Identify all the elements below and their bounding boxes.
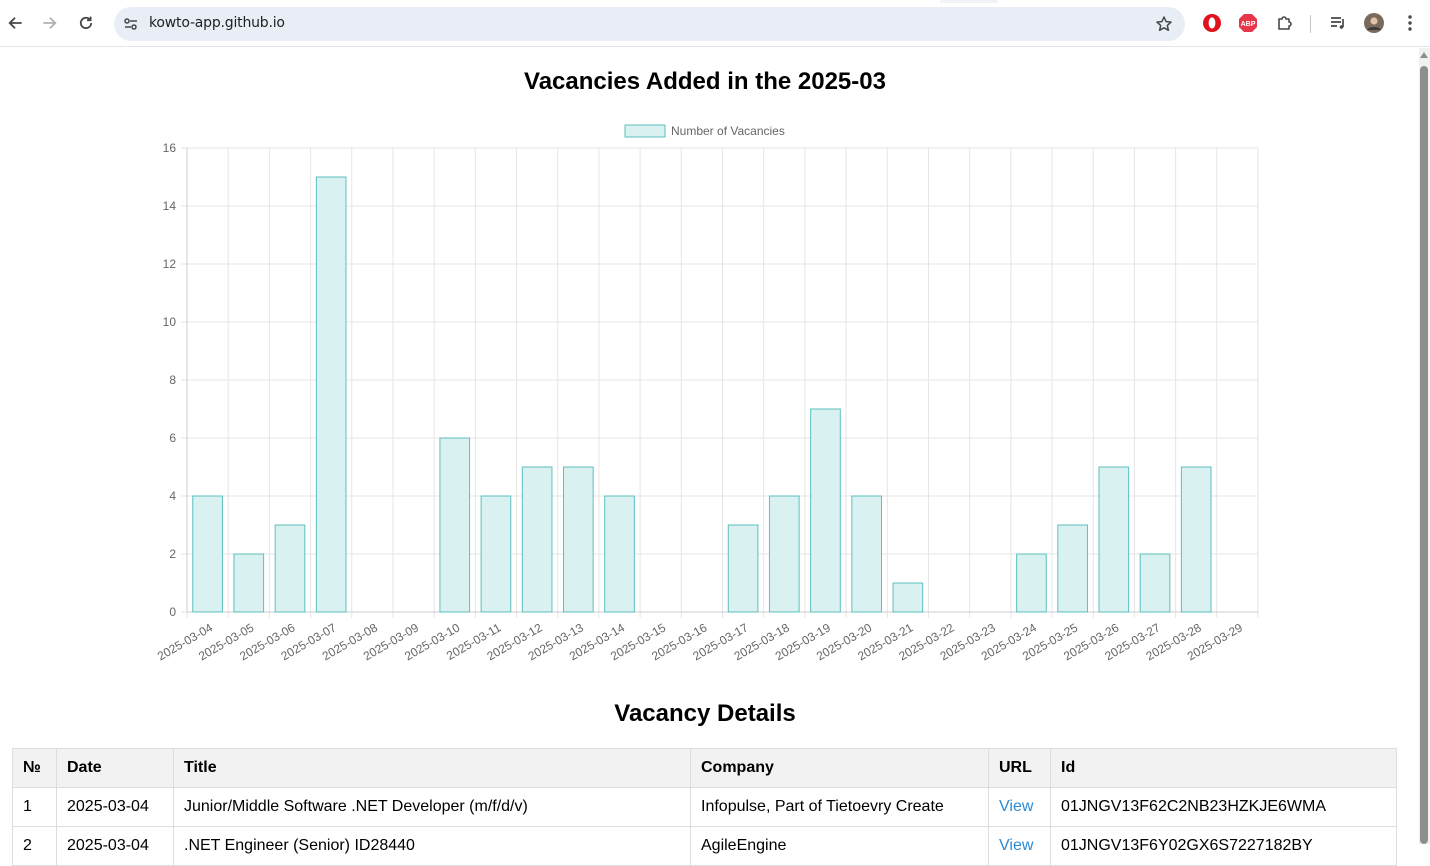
bar (1139, 553, 1171, 613)
page-content: Vacancies Added in the 2025-03 0 2 4 6 8 10 12… (0, 48, 1419, 866)
y-tick-label: 0 (169, 605, 176, 619)
y-tick-label: 12 (163, 257, 177, 271)
cell-company: AgileEngine (690, 826, 989, 866)
scrollbar-thumb[interactable] (1420, 66, 1428, 844)
bar (810, 408, 841, 613)
y-tick-label: 2 (169, 547, 176, 561)
y-tick-label: 6 (169, 431, 176, 445)
bar (562, 466, 594, 613)
profile-avatar[interactable] (1364, 13, 1384, 33)
bar (521, 466, 553, 613)
bar (1098, 466, 1130, 613)
details-title: Vacancy Details (614, 700, 796, 727)
browser-toolbar: kowto-app.github.io ABP (0, 0, 1430, 47)
bookmark-star-icon[interactable] (1155, 15, 1173, 33)
reload-button[interactable] (72, 9, 100, 37)
bar (1016, 553, 1047, 613)
header-id: Id (1050, 748, 1397, 788)
toolbar-separator (1310, 15, 1311, 33)
reload-icon (79, 16, 93, 30)
cell-number: 2 (12, 826, 57, 866)
bar (604, 495, 635, 613)
view-link[interactable]: View (999, 798, 1034, 815)
bar (439, 437, 471, 613)
y-tick-label: 16 (163, 141, 177, 155)
y-tick-label: 14 (163, 199, 177, 213)
header-title: Title (173, 748, 691, 788)
header-company: Company (690, 748, 989, 788)
more-menu-icon[interactable] (1400, 13, 1420, 33)
media-queue-icon[interactable] (1328, 13, 1348, 33)
cell-id: 01JNGV13F6Y02GX6S7227182BY (1050, 826, 1397, 866)
forward-button[interactable] (36, 9, 64, 37)
cell-number: 1 (12, 787, 57, 827)
bar (1180, 466, 1212, 613)
cell-date: 2025-03-04 (56, 787, 174, 827)
view-link[interactable]: View (999, 837, 1034, 854)
bar (768, 495, 800, 613)
bar (1057, 524, 1088, 613)
cell-title: .NET Engineer (Senior) ID28440 (173, 826, 691, 866)
adblock-plus-icon[interactable]: ABP (1238, 13, 1258, 33)
url-text[interactable]: kowto-app.github.io (149, 15, 285, 31)
cell-date: 2025-03-04 (56, 826, 174, 866)
back-button[interactable] (1, 9, 29, 37)
cell-id: 01JNGV13F62C2NB23HZKJE6WMA (1050, 787, 1397, 827)
cell-url: View (988, 826, 1051, 866)
table-header-row: № Date Title Company URL Id (12, 748, 1397, 788)
extensions-puzzle-icon[interactable] (1275, 13, 1295, 33)
adblock-plus-label: ABP (1241, 21, 1256, 28)
cell-title: Junior/Middle Software .NET Developer (m… (173, 787, 691, 827)
y-tick-label: 10 (163, 315, 177, 329)
legend-swatch (624, 124, 666, 138)
chart-title: Vacancies Added in the 2025-03 (524, 68, 886, 95)
table-row: 1 2025-03-04 Junior/Middle Software .NET… (12, 787, 1397, 827)
bar (315, 176, 347, 613)
site-settings-icon[interactable] (122, 15, 140, 33)
cell-company: Infopulse, Part of Tietoevry Create (690, 787, 989, 827)
header-date: Date (56, 748, 174, 788)
bar (480, 495, 512, 613)
scroll-up-arrow[interactable] (1420, 52, 1428, 58)
header-number: № (12, 748, 57, 788)
address-bar[interactable]: kowto-app.github.io (114, 7, 1185, 41)
vacancies-bar-chart: 02468101214162025-03-042025-03-052025-03… (155, 124, 1259, 663)
table-row: 2 2025-03-04 .NET Engineer (Senior) ID28… (12, 826, 1397, 866)
legend-label: Number of Vacancies (671, 124, 785, 138)
bar (727, 524, 759, 613)
y-tick-label: 4 (169, 489, 176, 503)
bar (192, 495, 223, 613)
opera-extension-icon[interactable] (1202, 13, 1222, 33)
bar (233, 553, 265, 613)
bar (851, 495, 883, 613)
cell-url: View (988, 787, 1051, 827)
header-url: URL (988, 748, 1051, 788)
vacancy-table: № Date Title Company URL Id 1 2025-03-04… (12, 748, 1397, 866)
bar (892, 582, 924, 613)
tab-strip-edge (940, 0, 998, 3)
back-icon (8, 17, 22, 29)
bar (274, 524, 306, 613)
forward-icon (43, 17, 57, 29)
y-tick-label: 8 (169, 373, 176, 387)
